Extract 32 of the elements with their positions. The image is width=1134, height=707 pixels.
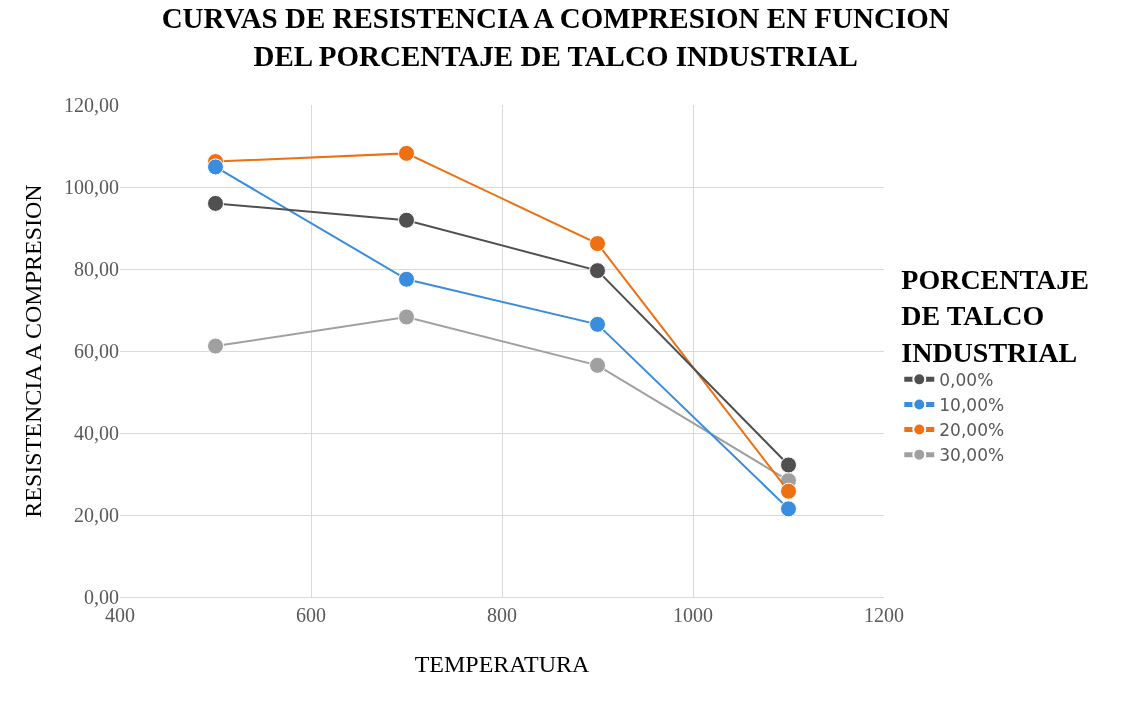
legend-label: 20,00% xyxy=(939,420,1005,441)
y-tick-label: 120,00 xyxy=(64,94,119,116)
point xyxy=(589,262,606,280)
point xyxy=(207,194,224,212)
y-tick-label: 80,00 xyxy=(74,258,119,280)
point xyxy=(398,144,415,162)
legend-label: 10,00% xyxy=(939,395,1005,416)
legend-label: 30,00% xyxy=(939,445,1005,466)
y-tick-label: 20,00 xyxy=(74,504,119,526)
point xyxy=(780,456,797,474)
y-tick-label: 60,00 xyxy=(74,340,119,362)
x-axis-title: TEMPERATURA xyxy=(414,651,590,678)
x-tick-label: 1200 xyxy=(864,604,904,626)
y-axis-title: RESISTENCIA A COMPRESION xyxy=(20,184,47,518)
x-tick-label: 1000 xyxy=(673,604,713,626)
y-tick-label: 40,00 xyxy=(74,422,119,444)
x-tick-label: 800 xyxy=(487,604,517,626)
point xyxy=(589,315,606,333)
point xyxy=(207,337,224,355)
x-tick-label: 600 xyxy=(296,604,326,626)
legend-label: 0,00% xyxy=(939,369,994,390)
point xyxy=(207,158,224,176)
chart-title: CURVAS DE RESISTENCIA A COMPRESION EN FUNCION DEL PORCENTAJE DE TALCO INDUSTRIAL xyxy=(161,2,950,72)
point xyxy=(398,308,415,326)
point xyxy=(589,356,606,374)
point xyxy=(780,482,797,500)
legend-title: PORCENTAJE DE TALCO INDUSTRIAL xyxy=(901,264,1089,368)
y-tick-label: 100,00 xyxy=(64,176,119,198)
point xyxy=(398,270,415,288)
point xyxy=(398,211,415,229)
point xyxy=(589,235,606,253)
point xyxy=(780,500,797,518)
